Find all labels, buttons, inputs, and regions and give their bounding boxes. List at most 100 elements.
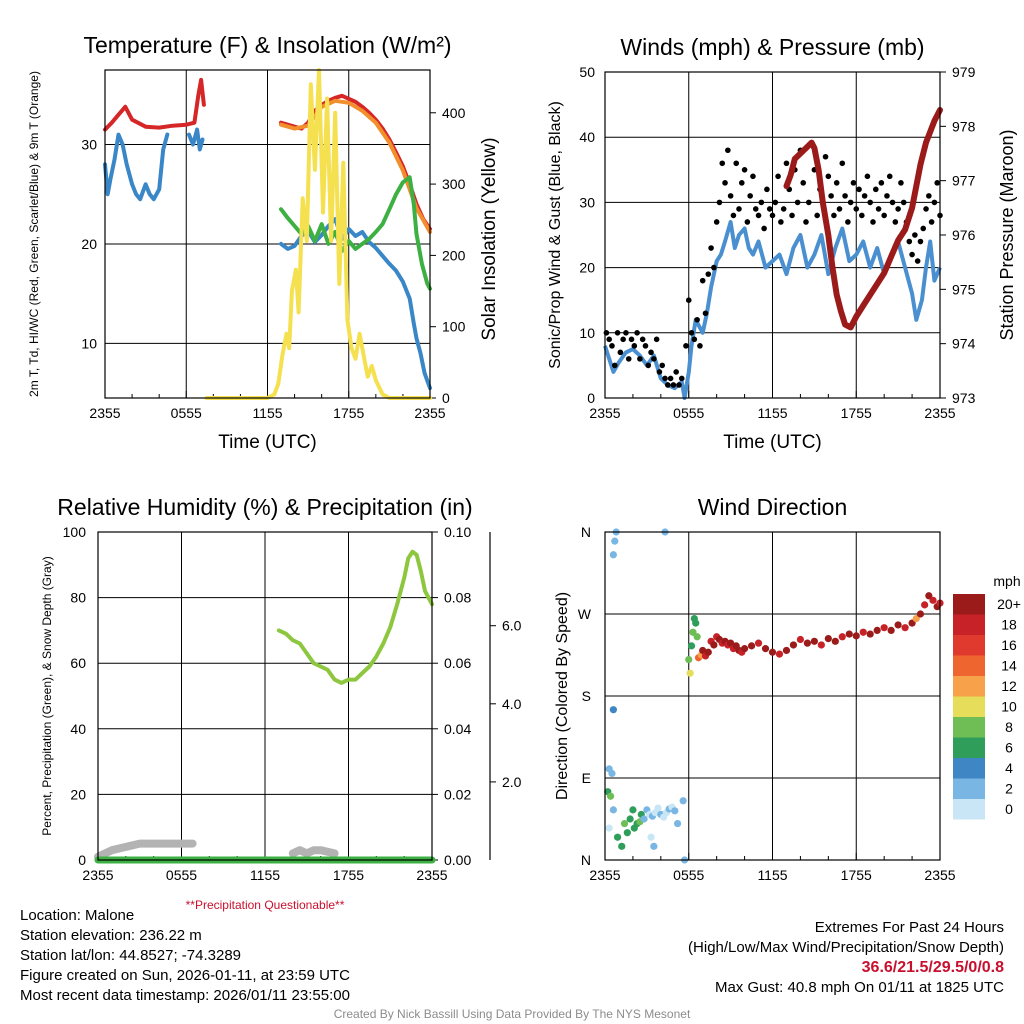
elevation-text: Station elevation: 236.22 m xyxy=(20,927,202,944)
wdir-legend-label: 12 xyxy=(1001,678,1017,694)
wind-gust-point xyxy=(617,349,624,356)
wdir-point xyxy=(859,628,867,636)
wdir-point xyxy=(901,624,909,632)
wind-gust-point xyxy=(778,219,784,225)
wind-gust-point xyxy=(678,375,685,382)
wind-gust-point xyxy=(898,180,904,186)
wind-gust-point xyxy=(716,199,723,206)
wind-gust-point xyxy=(713,219,720,225)
wind-y-axis-label: Sonic/Prop Wind & Gust (Blue, Black) xyxy=(547,101,564,369)
wdir-y-tick-label: S xyxy=(582,688,591,704)
wdir-legend-swatch xyxy=(953,758,985,779)
wind-gust-point xyxy=(609,343,615,349)
wdir-point xyxy=(613,833,622,841)
temp-y-tick-label: 20 xyxy=(81,236,97,252)
wind-y2-tick-label: 973 xyxy=(952,390,976,406)
wind-y2-tick-label: 979 xyxy=(952,64,976,80)
wdir-point xyxy=(611,537,619,545)
wdir-point xyxy=(908,619,916,627)
wdir-point xyxy=(692,619,700,627)
wdir-point xyxy=(654,804,662,812)
wdir-point xyxy=(687,642,696,650)
wind-gust-point xyxy=(744,219,751,225)
wind-gust-point xyxy=(839,160,846,167)
wind-gust-point xyxy=(611,362,618,369)
wind-gust-point xyxy=(847,199,854,206)
wdir-point xyxy=(921,601,929,609)
wind-gust-point xyxy=(878,180,885,186)
wind-gust-point xyxy=(764,186,770,193)
rh-y3-tick-label: 6.0 xyxy=(502,618,522,634)
wind-gust-point xyxy=(673,369,679,375)
wdir-point xyxy=(626,815,634,823)
rh-x-tick-label: 1755 xyxy=(333,867,364,883)
wdir-point xyxy=(623,829,631,837)
wind-gust-point xyxy=(872,186,879,193)
wdir-point xyxy=(640,815,648,823)
wdir-legend-swatch xyxy=(953,676,985,697)
wdir-y-axis-label: Direction (Colored By Speed) xyxy=(554,592,571,800)
wind-gust-point xyxy=(914,258,921,264)
wind-y2-tick-label: 975 xyxy=(952,281,976,297)
temp-y2-tick-label: 0 xyxy=(442,390,450,406)
wind-y2-tick-label: 977 xyxy=(952,173,976,189)
wdir-legend-label: 0 xyxy=(1005,801,1013,817)
wind-x-tick-label: 2355 xyxy=(589,405,620,421)
wind-gust-point xyxy=(861,193,868,199)
wind-gust-point xyxy=(884,193,890,199)
wind-gust-point xyxy=(814,212,820,219)
latlon-text: Station lat/lon: 44.8527; -74.3289 xyxy=(20,947,242,964)
wdir-point xyxy=(845,630,853,638)
wdir-legend-label: 16 xyxy=(1001,637,1017,653)
wind-y-tick-label: 10 xyxy=(579,325,595,341)
wind-gust-point xyxy=(853,206,860,212)
wind-gust-point xyxy=(845,219,851,225)
wind-gust-point xyxy=(881,212,887,219)
temp-y-tick-label: 10 xyxy=(81,335,97,351)
rh-y2-tick-label: 0.06 xyxy=(444,655,471,671)
wdir-legend-swatch xyxy=(953,614,985,635)
wdir-legend-label: 2 xyxy=(1005,781,1013,797)
wind-gust-point xyxy=(676,382,682,388)
wind-gust-point xyxy=(725,147,731,154)
temp-series-wind-chill xyxy=(187,127,205,152)
wind-gust-point xyxy=(772,199,779,206)
wdir-point xyxy=(704,648,712,656)
rh-y3-tick-label: 2.0 xyxy=(502,774,522,790)
wind-gust-point xyxy=(870,219,876,225)
wind-gust-point xyxy=(741,167,748,173)
wdir-legend-label: 10 xyxy=(1001,699,1017,715)
wind-gust-point xyxy=(665,382,671,388)
wdir-legend-label: 6 xyxy=(1005,740,1013,756)
wind-y-tick-label: 20 xyxy=(579,260,595,276)
wind-gust-point xyxy=(653,336,660,343)
wdir-legend-swatch xyxy=(953,799,985,820)
wind-x-axis-label: Time (UTC) xyxy=(723,432,822,453)
temp-y2-tick-label: 300 xyxy=(442,176,466,192)
wdir-point xyxy=(873,626,881,635)
temp-y2-axis-label: Solar Insolation (Yellow) xyxy=(479,137,500,340)
wind-gust-point xyxy=(931,199,938,206)
wind-gust-point xyxy=(822,153,829,160)
wdir-point xyxy=(880,624,888,632)
wind-gust-point xyxy=(920,225,927,232)
wind-gust-point xyxy=(769,212,776,219)
wdir-legend-swatch xyxy=(953,635,985,656)
wdir-point xyxy=(647,833,655,841)
wdir-point xyxy=(916,610,925,618)
wind-gust-point xyxy=(651,356,657,362)
wind-y2-tick-label: 974 xyxy=(952,336,976,352)
wind-gust-point xyxy=(895,206,901,212)
wind-gust-point xyxy=(697,343,703,349)
wind-gust-point xyxy=(842,193,848,199)
wind-gust-point xyxy=(719,160,726,167)
rh-x-tick-label: 2355 xyxy=(416,867,447,883)
temp-y-tick-label: 30 xyxy=(81,137,97,153)
max-gust-text: Max Gust: 40.8 mph On 01/11 at 1825 UTC xyxy=(714,979,1004,996)
wdir-point xyxy=(618,842,626,850)
wdir-point xyxy=(609,551,617,559)
extremes-subtitle: (High/Low/Max Wind/Precipitation/Snow De… xyxy=(688,939,1004,956)
wind-y2-tick-label: 976 xyxy=(952,227,976,243)
wdir-legend-swatch xyxy=(953,737,985,758)
